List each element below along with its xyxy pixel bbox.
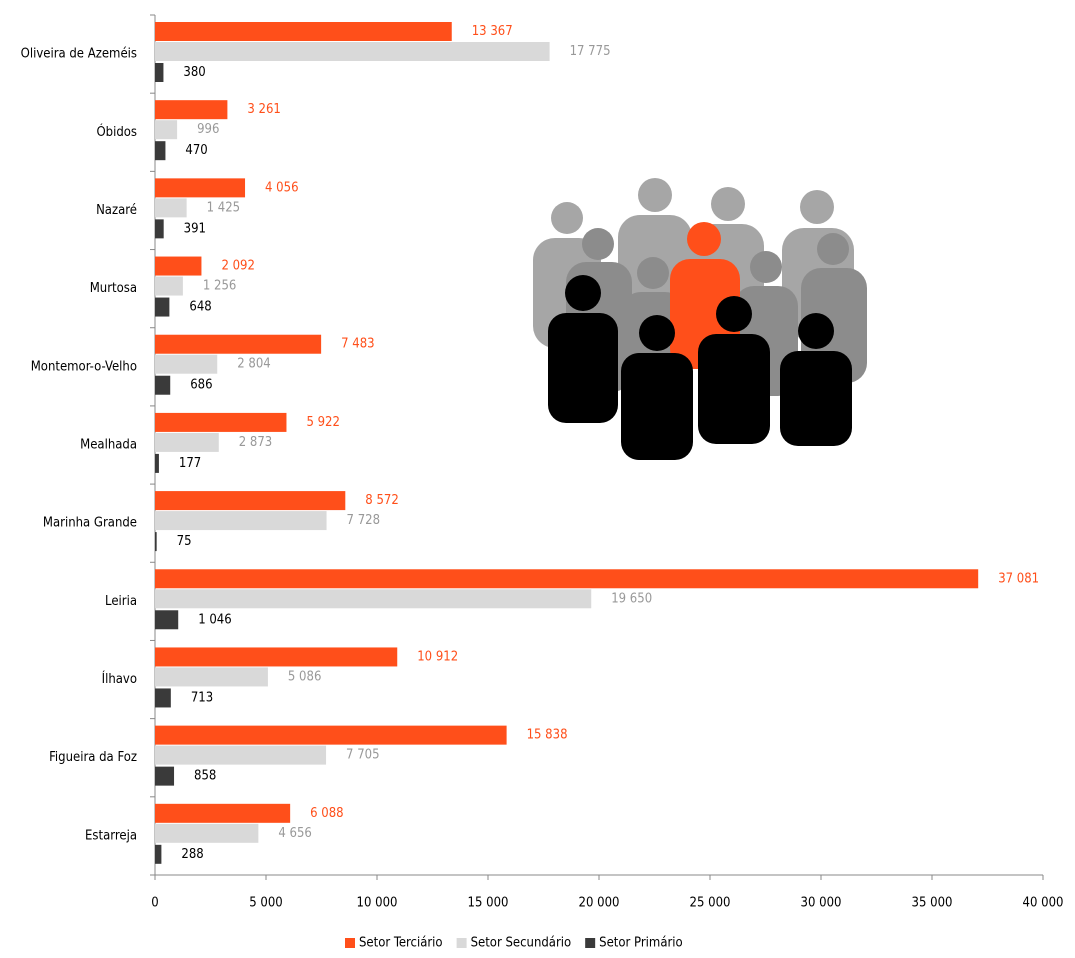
bar xyxy=(155,532,157,552)
value-label: 2 092 xyxy=(221,259,254,274)
bar xyxy=(155,63,164,82)
value-label: 15 838 xyxy=(527,728,568,743)
category-label: Mealhada xyxy=(80,438,137,453)
bar xyxy=(155,375,171,395)
category-label: Marinha Grande xyxy=(43,516,137,531)
bar xyxy=(155,178,246,198)
value-label: 648 xyxy=(189,300,211,315)
value-label: 5 086 xyxy=(288,669,321,684)
value-label: 7 705 xyxy=(346,748,379,763)
value-label: 1 046 xyxy=(198,612,231,627)
category-label: Murtosa xyxy=(90,281,137,296)
category-label: Nazaré xyxy=(96,203,137,218)
bar xyxy=(155,688,171,708)
bar xyxy=(155,766,175,786)
bar xyxy=(155,589,592,609)
value-label: 2 873 xyxy=(239,435,272,450)
value-label: 2 804 xyxy=(237,357,270,372)
category-label: Estarreja xyxy=(85,828,137,843)
bar xyxy=(155,569,979,589)
value-label: 10 912 xyxy=(417,649,458,664)
legend-swatch xyxy=(456,938,467,948)
x-tick-label: 20 000 xyxy=(579,896,620,911)
bar xyxy=(155,647,398,667)
bar xyxy=(155,120,178,140)
x-tick-label: 40 000 xyxy=(1023,896,1064,911)
bar xyxy=(155,219,164,239)
category-label: Montemor-o-Velho xyxy=(31,359,137,374)
bar xyxy=(155,491,346,511)
x-tick-label: 35 000 xyxy=(912,896,953,911)
category-label: Óbidos xyxy=(96,124,137,140)
value-label: 7 483 xyxy=(341,337,374,352)
bar xyxy=(155,453,159,473)
bar xyxy=(155,412,287,432)
bar xyxy=(155,511,327,531)
value-label: 75 xyxy=(177,534,192,549)
value-label: 8 572 xyxy=(365,493,398,508)
x-tick-label: 0 xyxy=(151,896,158,911)
bar xyxy=(155,432,219,452)
bar xyxy=(155,667,268,687)
bar xyxy=(155,22,452,41)
value-label: 996 xyxy=(197,122,219,137)
value-label: 3 261 xyxy=(247,102,280,117)
legend-swatch xyxy=(345,938,355,948)
value-label: 380 xyxy=(183,65,205,80)
x-tick-label: 30 000 xyxy=(801,896,842,911)
bar xyxy=(155,610,179,630)
value-label: 19 650 xyxy=(611,591,652,606)
bar xyxy=(155,42,550,61)
category-label: Figueira da Foz xyxy=(49,750,137,765)
bar xyxy=(155,844,162,864)
bar xyxy=(155,725,507,745)
legend-label: Setor Secundário xyxy=(471,936,572,951)
value-label: 1 425 xyxy=(207,200,240,215)
value-label: 470 xyxy=(185,143,207,158)
value-label: 858 xyxy=(194,769,216,784)
bar xyxy=(155,276,183,296)
bar xyxy=(155,354,218,374)
x-tick-label: 10 000 xyxy=(357,896,398,911)
legend-label: Setor Primário xyxy=(599,936,683,951)
x-tick-label: 25 000 xyxy=(690,896,731,911)
value-label: 5 922 xyxy=(306,415,339,430)
category-label: Oliveira de Azeméis xyxy=(21,47,137,62)
legend-label: Setor Terciário xyxy=(359,936,443,951)
value-label: 288 xyxy=(181,847,203,862)
bar xyxy=(155,823,259,843)
bar xyxy=(155,297,170,317)
people-illustration xyxy=(533,178,867,460)
bar xyxy=(155,745,327,765)
value-label: 391 xyxy=(184,221,206,236)
bar xyxy=(155,198,187,218)
value-label: 4 056 xyxy=(265,180,298,195)
x-tick-label: 15 000 xyxy=(468,896,509,911)
category-label: Ílhavo xyxy=(102,671,137,687)
x-tick-label: 5 000 xyxy=(249,896,282,911)
value-label: 4 656 xyxy=(278,826,311,841)
bar xyxy=(155,256,202,276)
value-label: 177 xyxy=(179,456,201,471)
value-label: 37 081 xyxy=(998,571,1039,586)
bar xyxy=(155,334,322,354)
value-label: 7 728 xyxy=(347,513,380,528)
value-label: 13 367 xyxy=(472,24,513,39)
bar xyxy=(155,141,166,161)
value-label: 6 088 xyxy=(310,806,343,821)
category-label: Leiria xyxy=(105,594,137,609)
value-label: 686 xyxy=(190,378,212,393)
bar xyxy=(155,100,228,120)
value-label: 713 xyxy=(191,690,213,705)
value-label: 1 256 xyxy=(203,279,236,294)
value-label: 17 775 xyxy=(570,44,611,59)
legend-swatch xyxy=(585,938,596,948)
bar xyxy=(155,803,291,823)
